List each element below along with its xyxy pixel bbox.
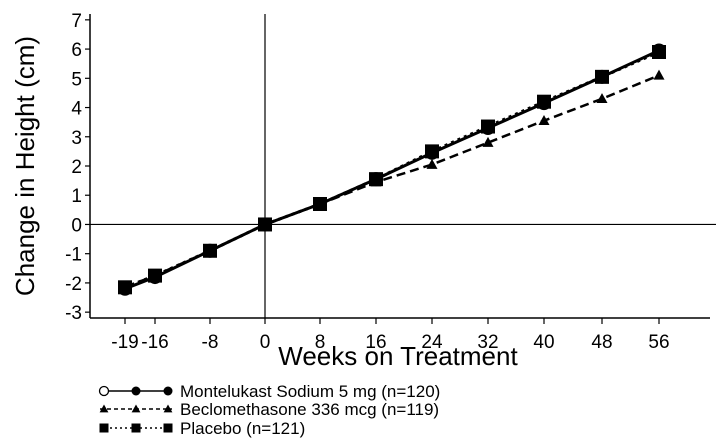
y-tick-label: 7 (71, 11, 82, 32)
y-tick-label: -3 (65, 303, 82, 324)
legend-circle-icon (163, 386, 173, 396)
triangle-marker (653, 69, 665, 80)
legend-circle-icon (98, 385, 110, 397)
square-marker (595, 69, 609, 84)
y-tick-label: 4 (71, 99, 82, 120)
x-tick-label: -19 (111, 332, 138, 353)
legend-triangle-icon (131, 404, 141, 413)
triangle-marker (482, 136, 494, 147)
data-points (118, 43, 666, 296)
square-marker (425, 144, 439, 159)
x-tick-label: 8 (315, 332, 326, 353)
square-marker (481, 119, 495, 134)
legend-square-icon (99, 423, 109, 433)
square-marker (258, 217, 272, 232)
triangle-marker (596, 93, 608, 104)
legend-label: Placebo (n=121) (180, 419, 305, 438)
y-tick-label: 0 (71, 215, 82, 236)
y-tick-label: 6 (71, 40, 82, 61)
x-tick-label: 40 (533, 332, 554, 353)
square-marker (313, 197, 327, 211)
x-tick-label: 0 (260, 332, 271, 353)
y-tick-label: 1 (71, 186, 82, 207)
legend-circle-icon (131, 386, 141, 396)
y-tick-label: -2 (65, 274, 82, 295)
square-marker (203, 243, 217, 258)
square-marker (537, 94, 551, 109)
legend: Montelukast Sodium 5 mg (n=120)Beclometh… (98, 382, 440, 438)
x-tick-label: 16 (365, 332, 386, 353)
square-marker (148, 268, 162, 283)
x-tick-label: 48 (591, 332, 612, 353)
square-marker (118, 280, 132, 295)
triangle-marker (538, 114, 550, 125)
legend-label: Montelukast Sodium 5 mg (n=120) (180, 382, 440, 401)
y-tick-label: 5 (71, 69, 82, 90)
x-tick-label: -16 (141, 332, 168, 353)
square-marker (369, 172, 383, 187)
y-tick-label: -1 (65, 245, 82, 266)
x-tick-label: 32 (477, 332, 498, 353)
legend-square-icon (131, 423, 141, 433)
x-tick-label: 56 (648, 332, 669, 353)
x-tick-label: 24 (421, 332, 443, 353)
triangle-marker (426, 158, 438, 169)
y-tick-label: 2 (71, 157, 82, 178)
legend-label: Beclomethasone 336 mcg (n=119) (180, 400, 439, 419)
square-marker (652, 45, 666, 59)
x-axis-title: Weeks on Treatment (278, 341, 518, 371)
y-tick-label: 3 (71, 128, 82, 149)
legend-triangle-icon (99, 404, 109, 413)
y-axis-title: Change in Height (cm) (10, 36, 40, 296)
x-tick-label: -8 (202, 332, 219, 353)
legend-square-icon (163, 423, 173, 433)
legend-triangle-icon (163, 404, 173, 413)
